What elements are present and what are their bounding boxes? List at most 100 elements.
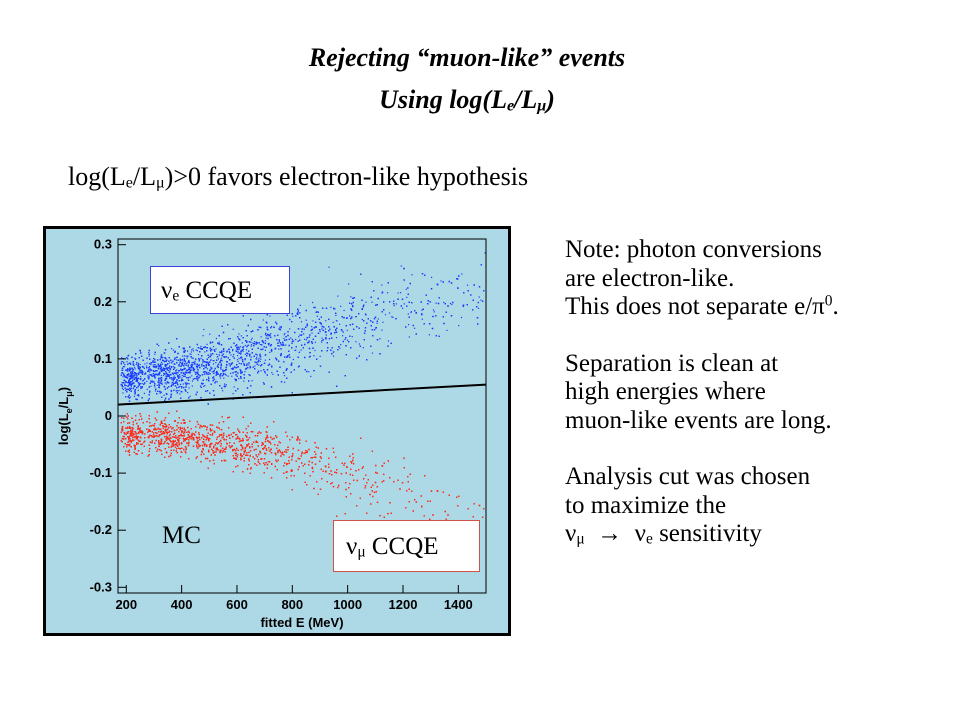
scatter-point: [148, 353, 150, 355]
scatter-point: [255, 358, 257, 360]
scatter-point: [138, 368, 140, 370]
scatter-point: [154, 383, 156, 385]
scatter-point: [285, 339, 288, 341]
scatter-point: [159, 390, 161, 393]
scatter-point: [146, 388, 148, 390]
scatter-point: [236, 347, 238, 349]
scatter-point: [190, 365, 192, 367]
scatter-point: [315, 321, 317, 323]
scatter-point: [302, 347, 304, 349]
scatter-point: [225, 366, 227, 368]
scatter-point: [232, 328, 234, 330]
scatter-point: [122, 361, 124, 363]
scatter-point: [150, 370, 152, 372]
scatter-point: [193, 369, 195, 371]
scatter-point: [188, 383, 190, 385]
scatter-point: [236, 348, 238, 351]
scatter-point: [196, 343, 198, 346]
scatter-point: [134, 374, 136, 376]
scatter-point: [215, 362, 217, 364]
scatter-point: [159, 382, 161, 384]
scatter-point: [297, 340, 299, 342]
scatter-point: [149, 358, 151, 360]
scatter-point: [213, 370, 215, 372]
scatter-point: [415, 312, 417, 314]
scatter-point: [147, 370, 149, 372]
scatter-point: [266, 314, 268, 316]
scatter-point: [130, 377, 132, 380]
scatter-point: [168, 367, 170, 369]
scatter-point: [285, 336, 287, 338]
scatter-point: [120, 384, 122, 386]
scatter-point: [262, 341, 264, 344]
scatter-point: [242, 337, 244, 339]
scatter-point: [256, 363, 258, 365]
scatter-point: [400, 305, 402, 307]
scatter-point: [186, 362, 188, 364]
scatter-point: [200, 397, 202, 399]
scatter-point: [189, 346, 191, 348]
scatter-point: [299, 339, 301, 341]
scatter-point: [221, 387, 223, 389]
scatter-point: [373, 329, 376, 331]
scatter-point: [190, 364, 193, 366]
scatter-point: [376, 339, 379, 341]
scatter-point: [211, 348, 213, 351]
scatter-point: [343, 309, 345, 312]
scatter-point: [128, 400, 131, 402]
scatter-point: [376, 304, 378, 306]
scatter-point: [130, 371, 132, 373]
scatter-point: [176, 369, 178, 371]
scatter-point: [345, 354, 347, 356]
scatter-point: [199, 366, 201, 369]
scatter-point: [320, 323, 322, 325]
scatter-point: [133, 382, 135, 384]
scatter-point: [153, 384, 156, 386]
scatter-point: [165, 371, 167, 373]
scatter-point: [266, 374, 268, 376]
scatter-point: [437, 302, 440, 305]
scatter-point: [206, 371, 208, 374]
scatter-point: [180, 380, 183, 382]
scatter-point: [179, 385, 181, 387]
scatter-point: [308, 356, 310, 358]
scatter-point: [242, 348, 244, 350]
scatter-point: [158, 366, 160, 368]
scatter-point: [223, 385, 225, 387]
scatter-point: [288, 350, 290, 352]
scatter-point: [175, 370, 177, 372]
scatter-point: [133, 378, 135, 380]
scatter-point: [271, 366, 273, 368]
scatter-point: [233, 357, 235, 359]
scatter-point: [233, 342, 235, 344]
scatter-point: [190, 369, 192, 371]
scatter-point: [420, 301, 422, 303]
scatter-point: [131, 377, 133, 379]
scatter-point: [406, 296, 408, 298]
scatter-point: [160, 369, 162, 371]
scatter-point: [228, 348, 230, 350]
scatter-point: [165, 398, 167, 400]
scatter-point: [216, 353, 218, 355]
scatter-point: [457, 278, 459, 280]
scatter-point: [437, 284, 439, 286]
scatter-point: [183, 368, 185, 370]
scatter-point: [383, 309, 385, 311]
scatter-point: [335, 312, 337, 314]
scatter-point: [219, 374, 221, 376]
scatter-point: [295, 349, 297, 351]
scatter-point: [256, 356, 258, 358]
scatter-point: [371, 281, 373, 283]
scatter-point: [279, 329, 281, 331]
scatter-point: [277, 342, 279, 344]
scatter-point: [387, 345, 389, 347]
scatter-point: [154, 386, 156, 388]
scatter-point: [235, 379, 237, 382]
scatter-point: [209, 349, 212, 351]
scatter-point: [124, 380, 126, 382]
scatter-point: [421, 318, 423, 320]
scatter-point: [258, 326, 260, 328]
scatter-point: [182, 372, 184, 374]
scatter-point: [325, 320, 327, 322]
scatter-point: [242, 315, 244, 317]
